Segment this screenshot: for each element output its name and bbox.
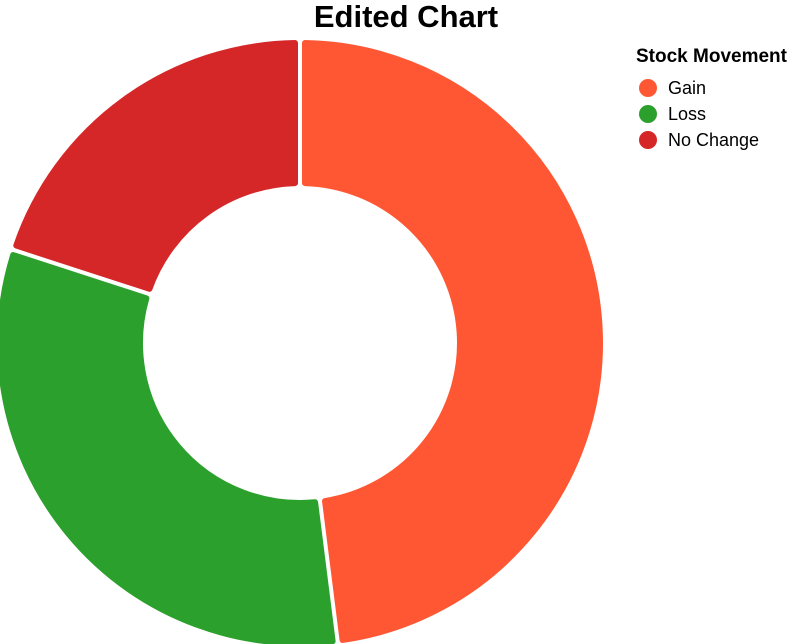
- slice-gain: [301, 40, 603, 643]
- legend-label-loss: Loss: [668, 104, 706, 124]
- legend-title: Stock Movement: [636, 46, 788, 67]
- legend-items: Gain Loss No Change: [639, 78, 759, 150]
- slice-no-change: [13, 40, 299, 292]
- legend: Stock Movement Gain Loss No Change: [636, 46, 788, 150]
- legend-swatch-gain: [639, 79, 657, 97]
- slice-loss: [0, 252, 336, 644]
- legend-swatch-no-change: [639, 131, 657, 149]
- chart-title: Edited Chart: [314, 0, 498, 34]
- legend-swatch-loss: [639, 105, 657, 123]
- donut-slices: [0, 40, 603, 644]
- legend-label-gain: Gain: [668, 78, 706, 98]
- legend-label-no-change: No Change: [668, 130, 759, 150]
